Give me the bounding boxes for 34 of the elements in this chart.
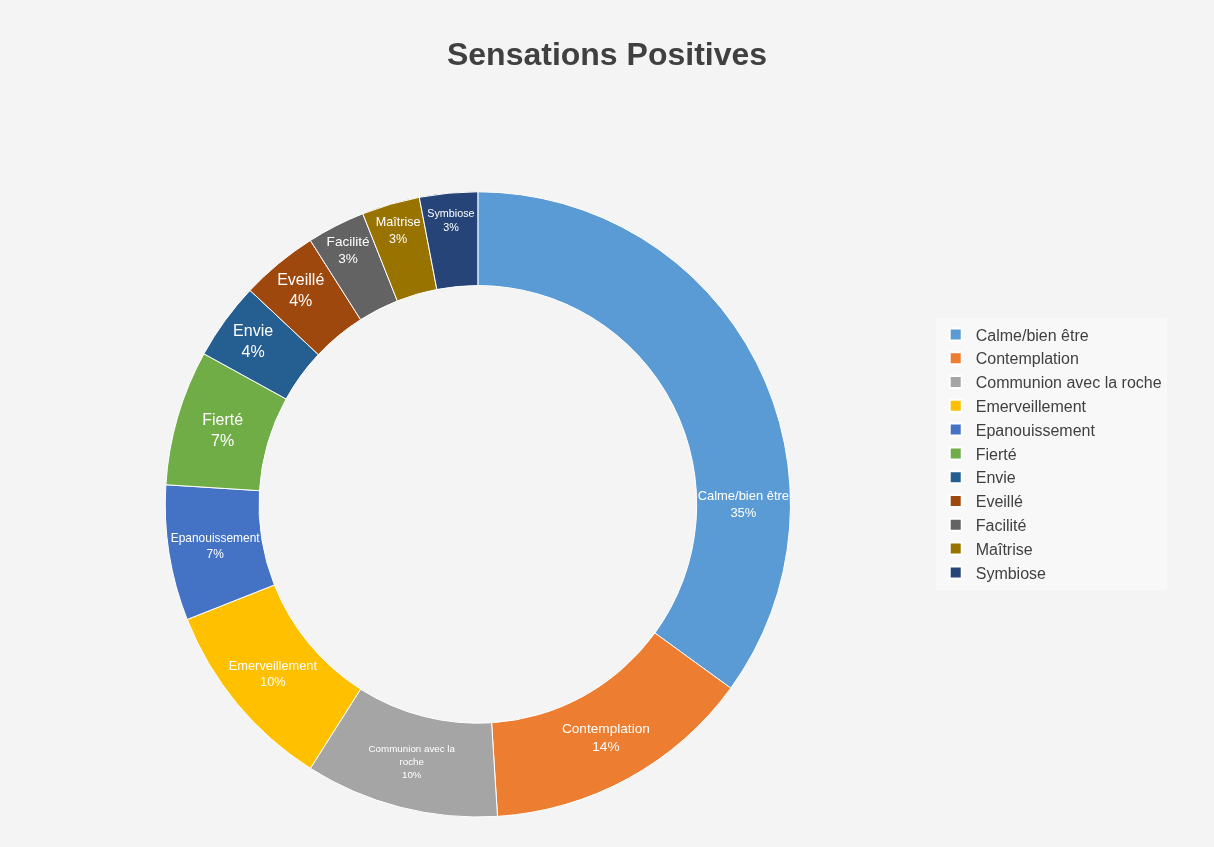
legend-label: Symbiose [975,564,1047,582]
slice-label: Epanouissement [170,531,261,546]
slice-label: Communion avec la roche [368,743,456,768]
slice-label: Maîtrise [375,215,421,230]
legend-label: Fierté [975,445,1017,463]
data-label: 3% [389,231,408,246]
legend-label: Communion avec la roche [975,374,1162,392]
legend-label: Maîtrise [975,540,1033,558]
slice-label: Eveillé [277,271,325,289]
slice-label: Contemplation [561,721,650,737]
legend-label: Eveillé [975,493,1023,511]
data-label: 7% [206,546,225,561]
data-label: 3% [338,251,358,267]
data-label: 4% [289,292,313,310]
chart-title: Sensations Positives [446,35,768,72]
slice-label: Fierté [202,411,244,429]
slice-label: Envie [233,322,274,340]
legend-label: Contemplation [975,350,1079,368]
data-label: 10% [401,768,422,780]
legend-label: Envie [975,469,1016,487]
data-label: 7% [211,432,235,450]
data-label: 3% [443,220,460,233]
legend-label: Calme/bien être [975,326,1089,344]
slice-label: Symbiose [427,206,475,219]
slice-label: Emerveillement [228,657,318,673]
legend-label: Epanouissement [975,421,1096,439]
data-label: 10% [260,674,286,690]
slice-label: Calme/bien être [697,488,790,504]
slice-label: Facilité [326,233,370,249]
legend-label: Facilité [975,517,1027,535]
data-label: 14% [592,738,620,754]
data-label: 4% [241,343,265,361]
legend-label: Emerveillement [975,398,1087,416]
data-label: 35% [730,505,757,521]
